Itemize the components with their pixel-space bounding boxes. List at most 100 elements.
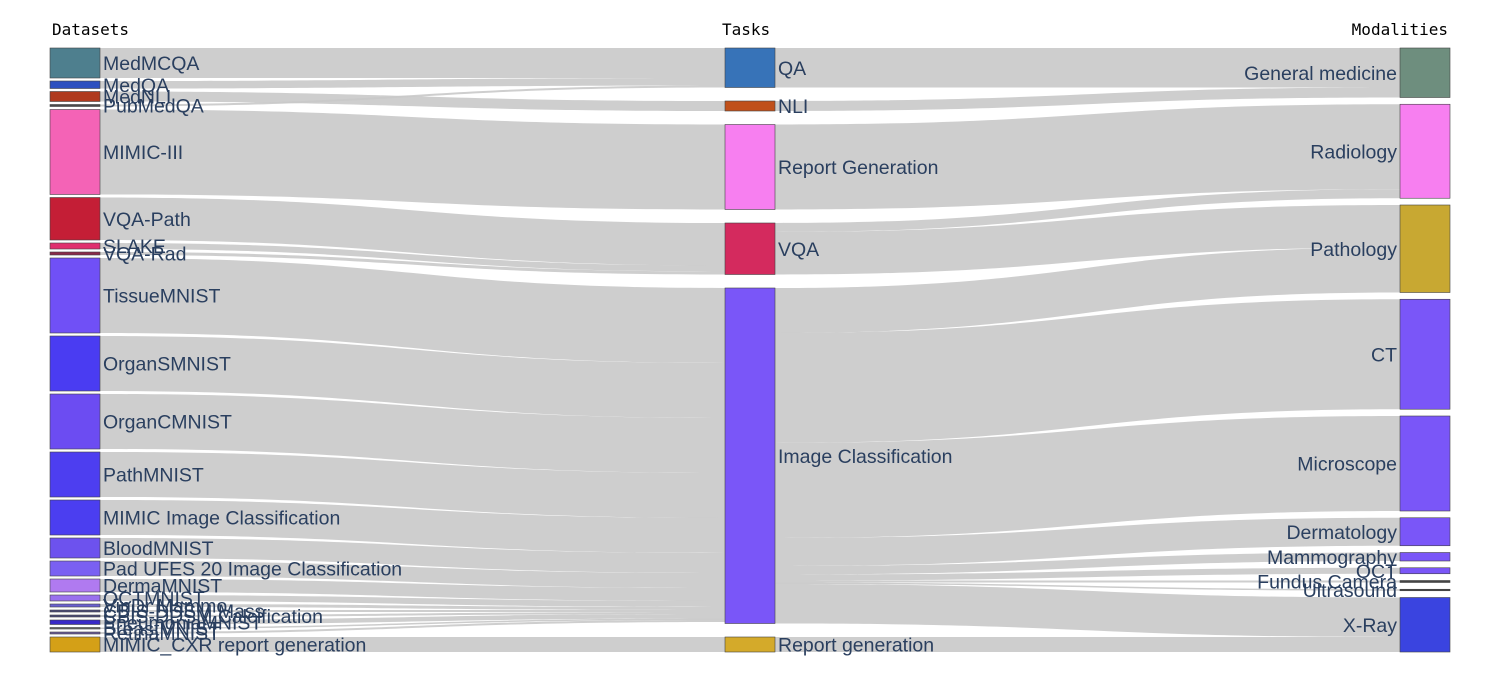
- link-organcmnist-to-image-classification[interactable]: [100, 394, 725, 473]
- link-image-classification-to-mammography[interactable]: [775, 552, 1400, 575]
- node-bloodmnist[interactable]: [49, 537, 101, 559]
- node-medqa[interactable]: [49, 80, 101, 89]
- node-pathmnist[interactable]: [49, 451, 101, 498]
- link-image-classification-to-fundus-camera[interactable]: [775, 580, 1400, 583]
- node-mammography[interactable]: [1399, 552, 1451, 562]
- node-label-general-medicine: General medicine: [1244, 63, 1397, 85]
- link-vqa-to-pathology[interactable]: [775, 205, 1400, 275]
- node-dermatology[interactable]: [1399, 517, 1451, 547]
- node-image-classification[interactable]: [724, 287, 776, 624]
- link-bloodmnist-to-image-classification[interactable]: [100, 538, 725, 573]
- link-image-classification-to-microscope[interactable]: [775, 416, 1400, 538]
- node-retinamnist[interactable]: [49, 631, 101, 635]
- link-dermamnist-to-image-classification[interactable]: [100, 579, 725, 601]
- node-label-tissuemnist: TissueMNIST: [103, 286, 220, 308]
- node-mimic-cxr-report-generation[interactable]: [49, 636, 101, 653]
- node-mimic-image-classification[interactable]: [49, 499, 101, 536]
- link-image-classification-to-ultrasound[interactable]: [775, 582, 1400, 591]
- node-label-breastmnist: BreastMNIST: [103, 618, 220, 640]
- link-qa-to-general-medicine[interactable]: [775, 48, 1400, 88]
- link-vqa-rad-to-vqa[interactable]: [100, 252, 725, 275]
- node-label-ct: CT: [1371, 344, 1397, 366]
- node-pad-ufes-20-image-classification[interactable]: [49, 560, 101, 577]
- link-breastmnist-to-image-classification[interactable]: [100, 618, 725, 630]
- node-label-pad-ufes-20-image-classification: Pad UFES 20 Image Classification: [103, 559, 402, 581]
- node-medmcqa[interactable]: [49, 47, 101, 79]
- link-mimic-cxr-report-generation-to-report-generation[interactable]: [100, 637, 725, 652]
- node-octmnist[interactable]: [49, 594, 101, 602]
- link-pathmnist-to-image-classification[interactable]: [100, 452, 725, 518]
- node-mimic-iii[interactable]: [49, 109, 101, 195]
- link-image-classification-to-pathology[interactable]: [775, 247, 1400, 334]
- node-oct[interactable]: [1399, 567, 1451, 575]
- link-medmcqa-to-qa[interactable]: [100, 48, 725, 78]
- node-label-pathology: Pathology: [1310, 239, 1397, 261]
- node-label-slake: SLAKE: [103, 236, 166, 258]
- node-mednli[interactable]: [49, 91, 101, 102]
- node-vqa[interactable]: [724, 222, 776, 275]
- node-general-medicine[interactable]: [1399, 47, 1451, 98]
- node-report-generation[interactable]: [724, 124, 776, 210]
- node-label-octmnist: OCTMNIST: [103, 588, 205, 610]
- node-pneumoniamnist[interactable]: [49, 619, 101, 625]
- link-pneumoniamnist-to-image-classification[interactable]: [100, 614, 725, 625]
- link-vqa-to-radiology[interactable]: [775, 189, 1400, 232]
- link-report-generation-to-radiology[interactable]: [775, 104, 1400, 210]
- node-label-organsmnist: OrganSMNIST: [103, 354, 231, 376]
- link-vqa-path-to-vqa[interactable]: [100, 197, 725, 266]
- link-tissuemnist-to-image-classification[interactable]: [100, 258, 725, 363]
- link-nli-to-general-medicine[interactable]: [775, 87, 1400, 112]
- link-retinamnist-to-image-classification[interactable]: [100, 620, 725, 634]
- node-ct[interactable]: [1399, 298, 1451, 410]
- link-image-classification-to-ct[interactable]: [775, 299, 1400, 443]
- link-pubmedqa-to-qa[interactable]: [100, 85, 725, 107]
- node-vqa-path[interactable]: [49, 197, 101, 241]
- link-medqa-to-qa[interactable]: [100, 78, 725, 89]
- link-pad-ufes-20-image-classification-to-image-classification[interactable]: [100, 561, 725, 588]
- node-label-radiology: Radiology: [1310, 141, 1397, 163]
- node-ultrasound[interactable]: [1399, 588, 1451, 592]
- node-qa[interactable]: [724, 47, 776, 88]
- node-pubmedqa[interactable]: [49, 104, 101, 107]
- node-report-generation[interactable]: [724, 636, 776, 653]
- link-cbis-ddsm-mass-to-image-classification[interactable]: [100, 610, 725, 612]
- node-nli[interactable]: [724, 100, 776, 112]
- link-mimic-iii-to-report-generation[interactable]: [100, 109, 725, 210]
- link-cbis-ddsm-calcification-to-image-classification[interactable]: [100, 612, 725, 617]
- node-slake[interactable]: [49, 242, 101, 250]
- node-organsmnist[interactable]: [49, 335, 101, 392]
- node-dermamnist[interactable]: [49, 578, 101, 593]
- link-mimic-image-classification-to-image-classification[interactable]: [100, 500, 725, 553]
- link-organsmnist-to-image-classification[interactable]: [100, 336, 725, 418]
- node-organcmnist[interactable]: [49, 393, 101, 450]
- node-label-microscope: Microscope: [1297, 454, 1397, 476]
- node-cbis-ddsm-calcification[interactable]: [49, 614, 101, 618]
- node-cbis-ddsm-mass[interactable]: [49, 609, 101, 613]
- node-fundus-camera[interactable]: [1399, 580, 1451, 583]
- node-radiology[interactable]: [1399, 103, 1451, 199]
- node-label-dermatology: Dermatology: [1286, 522, 1397, 544]
- node-vqa-rad[interactable]: [49, 251, 101, 256]
- node-vindr-mammo[interactable]: [49, 603, 101, 608]
- node-breastmnist[interactable]: [49, 627, 101, 630]
- link-slake-to-vqa[interactable]: [100, 243, 725, 272]
- link-octmnist-to-image-classification[interactable]: [100, 595, 725, 607]
- node-label-vindr-mammo: VinDr Mammo: [103, 596, 227, 618]
- node-microscope[interactable]: [1399, 415, 1451, 512]
- link-image-classification-to-x-ray[interactable]: [775, 584, 1400, 637]
- node-label-mednli: MedNLI: [103, 87, 171, 109]
- nodes-layer: [49, 47, 1451, 653]
- node-x-ray[interactable]: [1399, 597, 1451, 653]
- link-mednli-to-nli[interactable]: [100, 91, 725, 112]
- link-report-generation-to-x-ray[interactable]: [775, 637, 1400, 652]
- node-label-retinamnist: RetinaMNIST: [103, 623, 220, 645]
- node-pathology[interactable]: [1399, 204, 1451, 293]
- node-label-report-generation: Report generation: [778, 635, 934, 657]
- node-label-pneumoniamnist: PneumoniaMNIST: [103, 612, 262, 634]
- link-vindr-mammo-to-image-classification[interactable]: [100, 604, 725, 610]
- node-label-vqa: VQA: [778, 239, 819, 261]
- node-tissuemnist[interactable]: [49, 257, 101, 334]
- link-image-classification-to-dermatology[interactable]: [775, 517, 1400, 566]
- node-label-oct: OCT: [1356, 561, 1397, 583]
- link-image-classification-to-oct[interactable]: [775, 567, 1400, 581]
